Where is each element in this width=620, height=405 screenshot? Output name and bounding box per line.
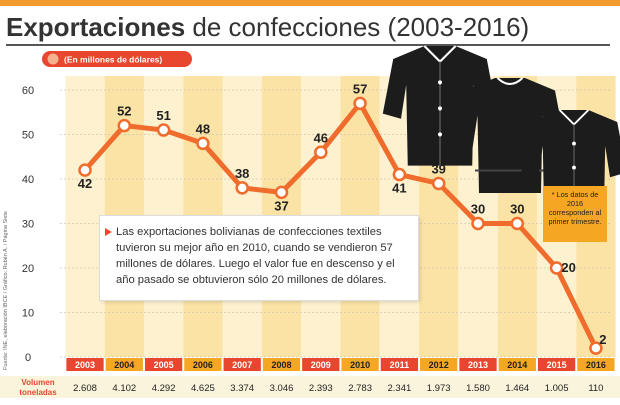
year-label: 2006 <box>193 360 213 370</box>
year-cell <box>223 358 261 371</box>
data-label: 30 <box>510 202 524 217</box>
volume-value: 2.393 <box>309 383 333 394</box>
data-point <box>431 176 446 191</box>
year-label: 2010 <box>350 360 370 370</box>
year-cell <box>66 358 104 371</box>
volume-value: 3.374 <box>230 383 254 394</box>
year-label: 2016 <box>586 360 606 370</box>
year-cell <box>105 358 143 371</box>
data-label: 37 <box>274 198 288 213</box>
volume-value: 4.292 <box>152 383 176 394</box>
year-cell <box>341 358 379 371</box>
year-cell <box>577 358 615 371</box>
volume-value: 1.973 <box>427 383 451 394</box>
year-label: 2012 <box>429 360 449 370</box>
column-band <box>65 76 105 357</box>
volume-value: 4.102 <box>112 383 136 394</box>
data-label: 41 <box>392 181 406 196</box>
year-label: 2011 <box>390 360 410 370</box>
legend-label: (En millones de dólares) <box>64 55 162 65</box>
data-label: 48 <box>196 121 210 136</box>
year-label: 2003 <box>75 360 95 370</box>
data-point <box>392 167 407 182</box>
year-cell <box>302 358 340 371</box>
title-underline <box>6 44 610 46</box>
data-point <box>196 136 210 151</box>
year-cell <box>380 358 419 371</box>
volume-label-1: Volumen <box>21 378 54 387</box>
volume-value: 3.046 <box>270 383 294 394</box>
volume-value: 1.464 <box>505 383 529 394</box>
volume-value: 2.608 <box>73 383 97 394</box>
top-accent-bar <box>0 0 620 6</box>
year-label: 2007 <box>232 360 252 370</box>
data-point <box>471 216 485 231</box>
year-label: 2004 <box>114 360 134 370</box>
year-cell <box>184 358 222 371</box>
y-tick-label: 30 <box>22 219 34 231</box>
year-cell <box>420 358 458 371</box>
page-title: Exportaciones de confecciones (2003-2016… <box>6 12 529 43</box>
year-cell <box>498 358 536 371</box>
legend-pill <box>42 51 192 67</box>
data-label: 20 <box>561 260 575 275</box>
year-label: 2009 <box>311 360 331 370</box>
volume-value: 110 <box>588 383 603 394</box>
data-point <box>274 185 289 200</box>
footnote-box: * Los datos de 2016 corresponden al prim… <box>543 186 607 242</box>
data-label: 46 <box>314 130 328 145</box>
volume-value: 1.005 <box>545 383 569 394</box>
data-point <box>549 261 564 275</box>
data-point <box>510 216 525 231</box>
title-rest: de confecciones (2003-2016) <box>192 12 530 42</box>
year-label: 2014 <box>507 360 527 370</box>
callout-text: Las exportaciones bolivianas de confecci… <box>116 226 395 286</box>
title-bold: Exportaciones <box>6 12 186 42</box>
y-tick-label: 0 <box>25 352 31 364</box>
data-label: 38 <box>235 166 249 181</box>
bullet-arrow-icon <box>105 228 112 236</box>
data-point <box>156 123 171 137</box>
data-point <box>589 341 603 355</box>
data-point <box>117 118 132 133</box>
callout-box: Las exportaciones bolivianas de confecci… <box>100 216 418 300</box>
data-point <box>353 96 367 111</box>
y-tick-label: 10 <box>22 308 34 320</box>
data-label: 2 <box>599 332 606 347</box>
year-cell <box>459 358 497 371</box>
volume-value: 2.341 <box>388 383 412 394</box>
data-label: 51 <box>156 108 170 123</box>
year-label: 2013 <box>468 360 488 370</box>
data-point <box>235 181 249 195</box>
volume-strip-bg <box>0 376 620 398</box>
data-label: 52 <box>117 104 131 119</box>
data-point <box>314 145 328 160</box>
year-label: 2015 <box>547 360 567 370</box>
y-tick-label: 40 <box>22 174 34 186</box>
y-tick-label: 50 <box>22 130 34 142</box>
volume-value: 4.625 <box>191 383 215 394</box>
volume-label-2: toneladas <box>19 388 57 397</box>
volume-value: 1.580 <box>466 383 490 394</box>
year-cell <box>144 358 183 371</box>
data-label: 57 <box>353 81 367 96</box>
year-cell <box>262 358 301 371</box>
year-cell <box>537 358 576 371</box>
year-label: 2005 <box>154 360 174 370</box>
data-label: 42 <box>78 176 92 191</box>
data-label: 30 <box>471 202 485 217</box>
source-credit: Fuente: INE, elaboración IBCE / Gráfico:… <box>3 211 9 370</box>
volume-value: 2.783 <box>348 383 372 394</box>
data-point <box>78 163 92 177</box>
y-tick-label: 20 <box>22 263 34 275</box>
y-tick-label: 60 <box>22 85 34 97</box>
legend-marker <box>47 53 59 65</box>
year-label: 2008 <box>271 360 291 370</box>
